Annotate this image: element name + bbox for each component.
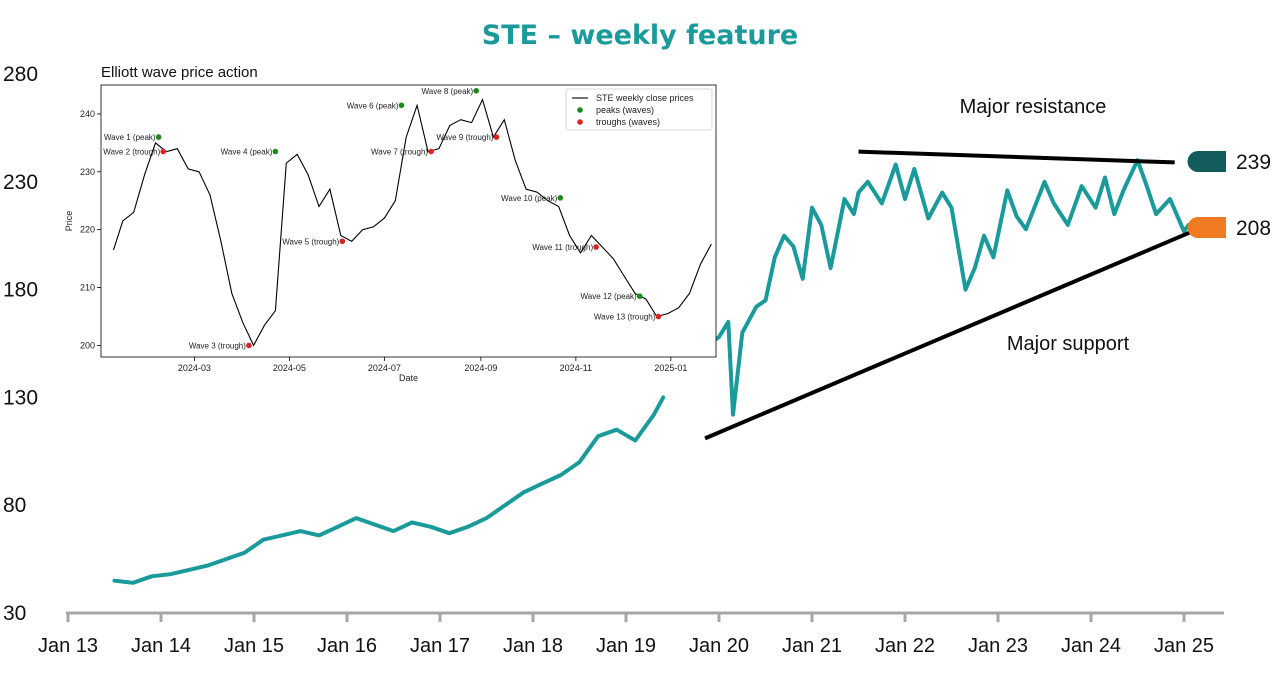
peak-label: Wave 12 (peak) [581, 292, 638, 301]
x-tick-label: Jan 14 [131, 635, 191, 657]
main-series [112, 158, 1191, 585]
legend-trough-swatch [577, 119, 583, 125]
level-tag-marker [1187, 217, 1226, 238]
legend-item: peaks (waves) [596, 105, 654, 115]
inset-x-axis-label: Date [399, 373, 418, 383]
peak-label: Wave 1 (peak) [104, 133, 156, 142]
peak-marker [398, 102, 405, 109]
peak-marker [557, 195, 564, 201]
inset-x-tick-label: 2024-09 [464, 363, 497, 373]
support-label: Major support [1007, 333, 1130, 355]
peak-marker [272, 148, 279, 155]
trough-marker [160, 148, 167, 155]
trough-label: Wave 13 (trough) [594, 312, 656, 321]
x-tick-label: Jan 16 [317, 635, 377, 657]
chart-title: STE – weekly feature [482, 20, 798, 51]
y-tick-label: 130 [3, 386, 38, 409]
trendlines: Major resistance Major support [704, 96, 1204, 441]
peak-marker [636, 293, 643, 300]
inset-y-tick-label: 220 [80, 225, 95, 235]
trough-label: Wave 9 (trough) [436, 133, 493, 142]
legend-peak-swatch [577, 107, 583, 113]
inset-title: Elliott wave price action [101, 64, 258, 81]
level-tags: 239 208 [1187, 151, 1271, 240]
inset-y-tick-label: 210 [80, 283, 95, 293]
inset-x-tick-label: 2024-03 [178, 363, 211, 373]
x-tick-label: Jan 21 [782, 635, 842, 657]
level-tag-value: 239 [1236, 151, 1271, 174]
y-tick-label: 230 [3, 171, 38, 194]
inset-y-tick-label: 230 [80, 167, 95, 177]
y-tick-label: 180 [3, 279, 38, 302]
x-tick-label: Jan 25 [1154, 635, 1214, 657]
trough-label: Wave 5 (trough) [282, 237, 339, 246]
trough-marker [428, 148, 434, 155]
legend-item: troughs (waves) [596, 117, 660, 127]
legend-item: STE weekly close prices [596, 93, 694, 103]
trough-label: Wave 3 (trough) [189, 341, 246, 350]
inset-x-tick-label: 2025-01 [654, 363, 687, 373]
trendline [858, 149, 1175, 165]
main-axes: Jan 13 Jan 14 Jan 15 Jan 16 Jan 17 Jan 18 Jan … [3, 63, 1224, 657]
peak-label: Wave 6 (peak) [347, 101, 399, 110]
inset-legend [565, 88, 713, 131]
trough-label: Wave 7 (trough) [371, 148, 428, 157]
trough-label: Wave 11 (trough) [532, 243, 593, 252]
inset-x-tick-label: 2024-11 [560, 363, 592, 373]
inset-y-tick-label: 200 [80, 340, 95, 350]
y-tick-label: 280 [3, 63, 38, 86]
inset-price-line [112, 97, 712, 347]
peak-label: Wave 4 (peak) [221, 148, 273, 157]
x-tick-label: Jan 19 [596, 635, 656, 657]
trough-marker [493, 134, 500, 140]
level-tag-marker [1187, 151, 1226, 172]
trough-marker [246, 342, 252, 349]
y-tick-label: 30 [3, 602, 26, 625]
inset-y-tick-label: 240 [80, 109, 95, 119]
inset-chart: Elliott wave price action 200 210 220 230 240… [64, 64, 717, 383]
resistance-label: Major resistance [960, 96, 1107, 118]
y-tick-label: 80 [3, 494, 26, 517]
price-line [707, 158, 1191, 417]
trendline [704, 225, 1204, 441]
x-tick-label: Jan 24 [1061, 635, 1121, 657]
peak-marker [155, 134, 162, 140]
x-tick-label: Jan 23 [968, 635, 1028, 657]
x-tick-label: Jan 13 [38, 635, 98, 657]
inset-y-axis-label: Price [64, 211, 74, 232]
x-tick-label: Jan 17 [410, 635, 470, 657]
peak-marker [473, 87, 480, 94]
trough-label: Wave 2 (trough) [103, 148, 160, 157]
inset-x-tick-label: 2024-05 [273, 363, 306, 373]
x-tick-label: Jan 20 [689, 635, 749, 657]
peak-label: Wave 8 (peak) [421, 87, 473, 96]
trough-marker [339, 238, 346, 245]
peak-label: Wave 10 (peak) [501, 194, 558, 203]
price-line [112, 395, 666, 585]
trough-marker [593, 244, 599, 250]
x-tick-label: Jan 22 [875, 635, 935, 657]
level-tag-value: 208 [1236, 217, 1271, 240]
inset-x-tick-label: 2024-07 [368, 363, 401, 373]
trough-marker [655, 313, 662, 320]
x-tick-label: Jan 18 [503, 635, 563, 657]
x-tick-label: Jan 15 [224, 635, 284, 657]
